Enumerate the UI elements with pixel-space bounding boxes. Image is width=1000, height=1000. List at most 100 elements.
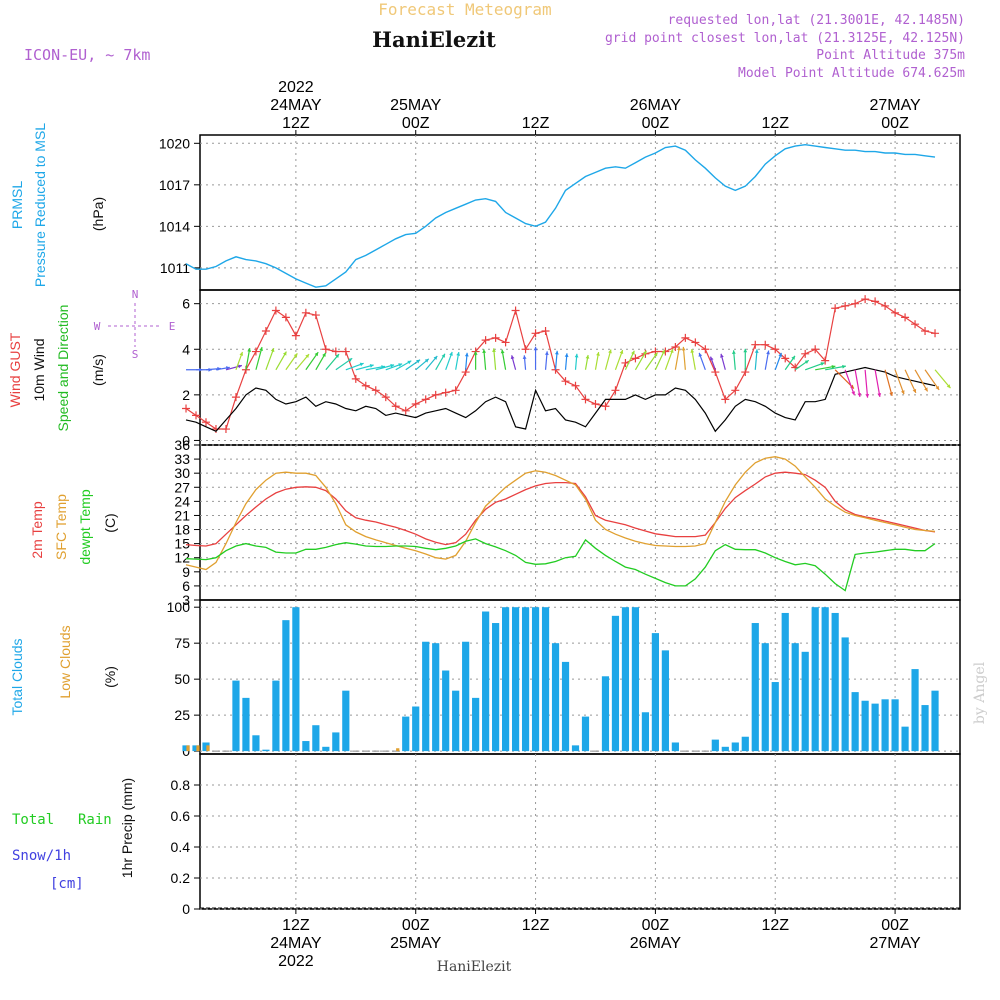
gust-marker (391, 402, 400, 411)
wind-dir-arrow (894, 369, 905, 395)
total-cloud-bar (771, 682, 779, 752)
compass-n: N (132, 288, 139, 301)
pressure-label-1: PRMSL (9, 181, 25, 229)
wind-dir-arrow (255, 346, 263, 370)
wind-dir-arrow (924, 369, 940, 391)
wind-dir-arrow (934, 369, 951, 389)
precip-snow-label: Snow/1h (12, 848, 71, 864)
total-cloud-bar (761, 643, 769, 752)
top-date-label: 26MAY (630, 97, 682, 114)
wind-dir-arrow (825, 364, 846, 371)
wind-labels: Wind GUST 10m Wind Speed and Direction (… (7, 305, 106, 432)
wind-dir-arrow-head (282, 351, 287, 356)
low-cloud-bar (206, 745, 210, 752)
ytick-label: 1014 (159, 218, 190, 234)
wind-dir-arrow (285, 353, 298, 371)
point-altitude: Point Altitude 375m (816, 48, 965, 63)
location-title: HaniElezit (372, 27, 496, 52)
compass-w: W (94, 320, 101, 333)
gust-marker (721, 395, 730, 404)
wind-dir-arrow-head (698, 352, 703, 357)
gust-marker (821, 356, 830, 365)
total-cloud-bar (751, 623, 759, 752)
gust-marker (481, 336, 490, 345)
compass-s: S (132, 348, 139, 361)
ytick-label: 12 (174, 550, 190, 566)
wind-dir-arrow-head (889, 391, 894, 396)
wind-dir-arrow-head (554, 350, 559, 355)
ytick-label: 30 (174, 465, 190, 481)
total-cloud-bar (432, 643, 440, 752)
ytick-label: 75 (174, 635, 190, 651)
wind-dir-arrow-head (335, 354, 340, 358)
wind-dir-arrow (245, 348, 252, 370)
wind-dir-arrow (554, 350, 559, 370)
wind-dir-arrow-shaft (894, 369, 905, 395)
wind-dir-arrow (375, 363, 395, 371)
total-cloud-bar (711, 739, 719, 752)
wind-dir-arrow-head (743, 348, 748, 353)
wind-dir-arrow (395, 360, 412, 371)
gust-marker (261, 327, 270, 336)
gust-marker (891, 308, 900, 317)
total-cloud-bar (821, 607, 829, 752)
bottom-year-label: 2022 (278, 953, 314, 970)
gust-marker (321, 345, 330, 354)
compass-e: E (169, 320, 176, 333)
gust-marker (201, 418, 210, 427)
wind-dir-arrow (295, 353, 310, 371)
total-cloud-bar (621, 607, 630, 752)
model-label: ICON-EU, ~ 7km (24, 46, 150, 64)
ytick-label: 15 (174, 536, 190, 552)
total-cloud-bar (302, 741, 310, 752)
wind-dir-arrow (415, 358, 430, 371)
wind-dir-arrow-head (533, 346, 538, 351)
wind-dir-arrow (235, 351, 244, 370)
top-date-label: 27MAY (869, 97, 921, 114)
precip-labels: Total Rain Snow/1h [cm] 1hr Precip (mm) (12, 778, 135, 892)
gust-marker (921, 327, 930, 336)
total-cloud-bar (452, 690, 460, 752)
top-year-label: 2022 (278, 79, 314, 96)
plot-area: 1011101410171020024636912151821242730333… (159, 79, 961, 970)
bottom-date-label: 26MAY (630, 935, 682, 952)
wind-label-3: Speed and Direction (55, 305, 71, 432)
wind-dir-arrow (225, 364, 243, 371)
temp-label-3: dewpt Temp (77, 489, 93, 564)
gust-marker (911, 320, 920, 329)
wind-dir-arrow-head (766, 350, 770, 355)
gust-marker (291, 331, 300, 340)
total-cloud-bar (871, 703, 879, 752)
wind-dir-arrow-head (293, 353, 298, 358)
panel-frame (199, 753, 961, 910)
wind-dir-arrow-shaft (904, 369, 917, 394)
wind-dir-arrow-head (709, 356, 714, 361)
wind-dir-arrow-shaft (682, 346, 686, 370)
total-cloud-bar (861, 700, 869, 752)
wind-dir-arrow (614, 349, 624, 370)
total-cloud-bar (721, 746, 729, 752)
gust-marker (301, 308, 310, 317)
panel-frame (199, 444, 961, 601)
wind-dir-arrow-shaft (674, 346, 681, 370)
bottom-hour-label: 00Z (402, 917, 430, 934)
gust-marker (521, 345, 530, 354)
gust-marker (861, 295, 870, 304)
gust-marker (671, 342, 680, 351)
gust-marker (731, 386, 740, 395)
wind-dir-arrow-head (544, 351, 549, 356)
ytick-label: 24 (174, 493, 190, 509)
wind-dir-arrow-head (424, 358, 429, 363)
wind-dir-arrow-shaft (914, 369, 929, 392)
wind-dir-arrow (690, 348, 696, 370)
total-cloud-bar (202, 742, 210, 752)
total-cloud-bar (482, 611, 490, 752)
wind-dir-arrow (315, 352, 327, 371)
wind-dir-arrow-head (259, 347, 263, 351)
watermark: by Angel (972, 661, 988, 724)
meteogram-title: Forecast Meteogram (378, 0, 551, 19)
pressure-labels: PRMSL Pressure Reduced to MSL (hPa) (9, 123, 106, 287)
total-cloud-bar (272, 680, 280, 752)
bottom-hour-label: 12Z (522, 917, 550, 934)
wind-dir-arrow-head (690, 349, 695, 353)
